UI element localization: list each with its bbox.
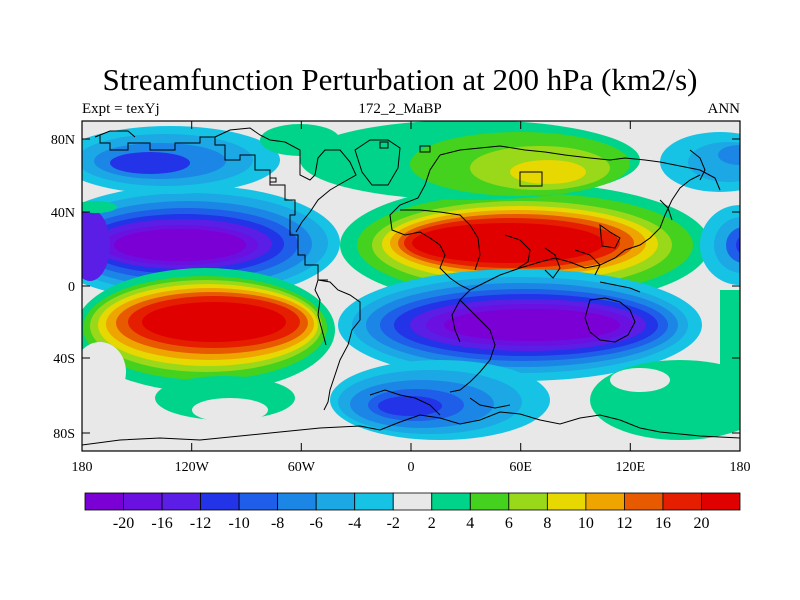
- colorbar-label: 20: [693, 515, 709, 532]
- colorbar-swatch: [277, 492, 317, 511]
- colorbar-swatch: [123, 492, 163, 511]
- colorbar-swatch: [624, 492, 664, 511]
- colorbar-swatch: [662, 492, 702, 511]
- contour-neg-arctic-west: [82, 126, 280, 194]
- y-tick-label: 40S: [53, 352, 75, 367]
- colorbar-swatch: [238, 492, 279, 511]
- x-tick-label: 120E: [616, 460, 646, 475]
- colorbar-label: -20: [113, 515, 134, 532]
- colorbar-label: 8: [543, 515, 551, 532]
- colorbar-label: -12: [190, 515, 211, 532]
- colorbar-label: -10: [228, 515, 249, 532]
- y-tick-label: 40N: [51, 206, 75, 221]
- colorbar-swatch: [431, 492, 471, 511]
- colorbar-labels: -20 -16 -12 -10 -8 -6 -4 -2 2 4 6 8 10 12 16 20: [113, 515, 710, 532]
- colorbar-label: 16: [655, 515, 671, 532]
- colorbar-label: -6: [310, 515, 323, 532]
- colorbar-label: -8: [271, 515, 284, 532]
- colorbar: [84, 492, 741, 511]
- colorbar-label: -16: [151, 515, 172, 532]
- colorbar-label: 2: [428, 515, 436, 532]
- y-tick-label: 80S: [53, 427, 75, 442]
- x-tick-label: 120W: [175, 460, 210, 475]
- colorbar-label: 12: [616, 515, 632, 532]
- x-tick-label: 180: [730, 460, 751, 475]
- x-tick-label: 0: [408, 460, 415, 475]
- coastlines: [82, 127, 740, 446]
- x-tick-label: 180: [72, 460, 93, 475]
- colorbar-swatch: [585, 492, 625, 511]
- contour-pos-south-pacific: [82, 268, 335, 392]
- x-tick-label: 60W: [288, 460, 316, 475]
- season-label: ANN: [707, 101, 741, 117]
- colorbar-label: 4: [466, 515, 474, 532]
- x-tick-label: 60E: [509, 460, 532, 475]
- colorbar-swatch: [315, 492, 356, 511]
- colorbar-label: -2: [387, 515, 400, 532]
- contour-neg-north-pacific: [82, 185, 340, 301]
- contour-neg-south-atlantic: [330, 360, 550, 440]
- map-title: Streamfunction Perturbation at 200 hPa (…: [102, 62, 698, 97]
- colorbar-swatch: [161, 492, 201, 511]
- case-label: 172_2_MaBP: [358, 101, 442, 117]
- colorbar-swatch: [469, 492, 510, 511]
- colorbar-swatch: [354, 492, 394, 511]
- colorbar-label: -4: [348, 515, 361, 532]
- colorbar-swatch: [84, 492, 124, 511]
- colorbar-swatch: [701, 492, 741, 511]
- colorbar-swatch: [392, 492, 433, 511]
- contour-pos-siberia: [300, 121, 640, 200]
- colorbar-label: 10: [578, 515, 594, 532]
- axis-ticks: [81, 121, 741, 451]
- y-tick-label: 80N: [51, 133, 75, 148]
- colorbar-swatch: [508, 492, 548, 511]
- colorbar-swatch: [546, 492, 587, 511]
- colorbar-swatch: [200, 492, 240, 511]
- experiment-label: Expt = texYj: [82, 101, 160, 117]
- colorbar-label: 6: [505, 515, 513, 532]
- contour-neg-east-edge: [700, 205, 740, 285]
- y-tick-label: 0: [68, 280, 75, 295]
